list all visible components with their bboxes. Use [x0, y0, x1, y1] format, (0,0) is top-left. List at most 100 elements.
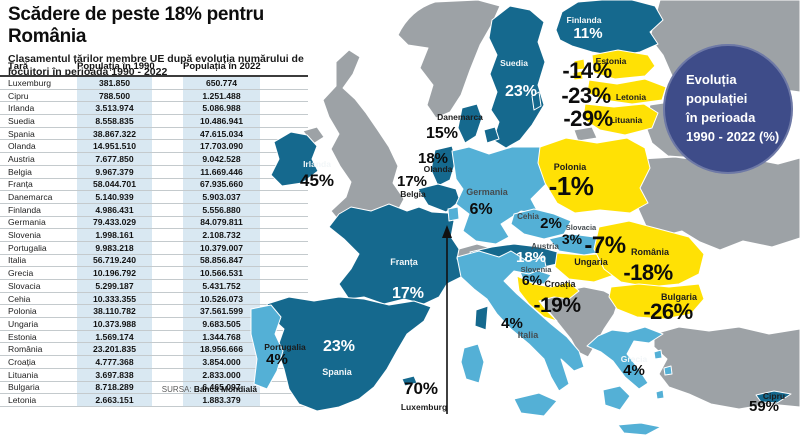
map-label-cipru-pct: 59% [748, 398, 780, 415]
map-label-austria-name: Austria [531, 242, 559, 251]
country-letonia [586, 78, 667, 105]
map-label-croatia-name: Croația [544, 279, 576, 289]
page-title: Scădere de peste 18% pentru România [8, 4, 264, 47]
country-cipru [755, 390, 792, 404]
table-row: Slovenia 1.998.161 2.108.732 [0, 228, 308, 242]
source-line: SURSA: Banca Mondială [0, 384, 257, 394]
country-olanda [430, 145, 457, 187]
map-label-suedia-pct: 23% [504, 83, 538, 100]
map-label-olanda-name: Olanda [423, 164, 453, 174]
island-sardinia [460, 343, 485, 384]
table-row: Italia 56.719.240 58.856.847 [0, 254, 308, 268]
badge-line: Evoluția [686, 72, 737, 87]
badge-line: 1990 - 2022 (%) [686, 129, 780, 144]
map-label-cehia-name: Cehia [517, 212, 539, 221]
map-label-slovenia-pct: 6% [521, 272, 543, 288]
table-row: Letonia 2.663.151 1.883.379 [0, 393, 308, 407]
population-table: Țară Populația în 1990 Populația în 2022… [0, 61, 308, 407]
map-label-italia-name: Italia [517, 330, 539, 340]
map-label-luxemburg-pct: 70% [403, 379, 439, 398]
map-label-grecia-name: Grecia [620, 354, 648, 364]
table-row: Ungaria 10.373.988 9.683.505 [0, 317, 308, 331]
country-lituania [582, 103, 659, 136]
badge-line: populației [686, 91, 748, 106]
country-kaliningrad [573, 126, 598, 142]
map-label-croatia-pct: -19% [533, 294, 581, 317]
map-label-belgia-name: Belgia [400, 189, 426, 199]
map-label-suedia-name: Suedia [500, 58, 528, 68]
island-danemarca [483, 126, 500, 144]
country-austria [469, 243, 562, 270]
country-turcia [653, 326, 800, 410]
country-norvegia [397, 0, 501, 119]
island-sicilia [513, 392, 558, 417]
map-label-cipru-name: Cipru [762, 391, 786, 401]
source-label: SURSA: [161, 385, 192, 394]
country-slovenia [518, 268, 552, 285]
table-row: Olanda 14.951.510 17.703.090 [0, 139, 308, 154]
map-label-luxemburg-name: Luxemburg [400, 402, 448, 412]
map-label-slovacia-name: Slovacia [565, 223, 597, 232]
map-label-italia-pct: 4% [501, 315, 523, 332]
table-row: Germania 79.433.029 84.079.811 [0, 216, 308, 230]
country-elvetia [456, 243, 495, 268]
table-row: Danemarca 5.140.939 5.903.037 [0, 190, 308, 204]
island-egee-2 [663, 365, 673, 376]
table-row: Franța 58.044.701 67.935.660 [0, 178, 308, 192]
map-label-lituania-name: Lituania [609, 115, 643, 125]
island-gotland [531, 91, 542, 111]
map-label-polonia-name: Polonia [553, 162, 587, 172]
col-header-country: Țară [0, 61, 77, 77]
country-polonia [537, 137, 651, 214]
map-label-lituania-pct: -29% [563, 106, 613, 131]
table-row: Cehia 10.333.355 10.526.073 [0, 292, 308, 306]
map-label-estonia-pct: -14% [562, 58, 612, 83]
col-header-2022: Populația în 2022 [183, 61, 261, 77]
country-belgia [417, 183, 461, 213]
island-egee-1 [653, 349, 663, 360]
island-baleare [401, 375, 418, 387]
table-row: Austria 7.677.850 9.042.528 [0, 152, 308, 166]
table-row: Estonia 1.569.174 1.344.768 [0, 330, 308, 344]
badge-line: în perioada [686, 110, 756, 125]
map-label-spania-pct: 23% [322, 338, 356, 355]
map-label-olanda-pct: 18% [417, 150, 449, 167]
island-estonia-2 [572, 70, 584, 81]
country-slovacia [548, 233, 615, 256]
map-label-slovacia-pct: 3% [561, 231, 583, 247]
table-row: Portugalia 9.983.218 10.379.007 [0, 241, 308, 255]
map-label-finlanda-name: Finlanda [566, 15, 602, 25]
map-label-ungaria-pct: -7% [584, 232, 626, 259]
table-row: Polonia 38.110.782 37.561.599 [0, 304, 308, 319]
map-label-danemarca-pct: 15% [425, 125, 459, 142]
source-value: Banca Mondială [193, 384, 257, 394]
map-label-austria-pct: 18% [515, 249, 547, 266]
table-row: Spania 38.867.322 47.615.034 [0, 127, 308, 141]
table-row: Finlanda 4.986.431 5.556.880 [0, 203, 308, 217]
map-label-cehia-pct: 2% [540, 215, 562, 232]
map-label-belgia-pct: 17% [396, 173, 428, 190]
table-header-row: Țară Populația în 1990 Populația în 2022 [0, 61, 308, 77]
map-label-letonia-pct: -23% [561, 83, 611, 108]
map-label-franta-pct: 17% [391, 285, 425, 302]
country-italia [456, 250, 585, 392]
country-grecia [586, 326, 664, 390]
country-danemarca [457, 103, 483, 144]
country-romania [593, 220, 705, 288]
country-franta [328, 203, 472, 305]
map-label-letonia-name: Letonia [615, 92, 647, 102]
table-row: Slovacia 5.299.187 5.431.752 [0, 279, 308, 293]
map-label-romania-pct: -18% [623, 260, 673, 285]
map-label-grecia-pct: 4% [623, 362, 645, 379]
map-label-bulgaria-name: Bulgaria [660, 292, 698, 302]
region-pelopones [602, 385, 631, 411]
map-label-polonia-pct: -1% [548, 171, 594, 201]
map-label-franta-name: Franța [390, 257, 418, 267]
table-row: Cipru 788.500 1.251.488 [0, 89, 308, 103]
country-finlanda [555, 0, 664, 57]
map-label-slovenia-name: Slovenia [520, 265, 552, 274]
region-balcani [543, 286, 620, 358]
map-legend-badge: Evoluția populației în perioada 1990 - 2… [663, 44, 793, 174]
table-row: Irlanda 3.513.974 5.086.988 [0, 101, 308, 116]
